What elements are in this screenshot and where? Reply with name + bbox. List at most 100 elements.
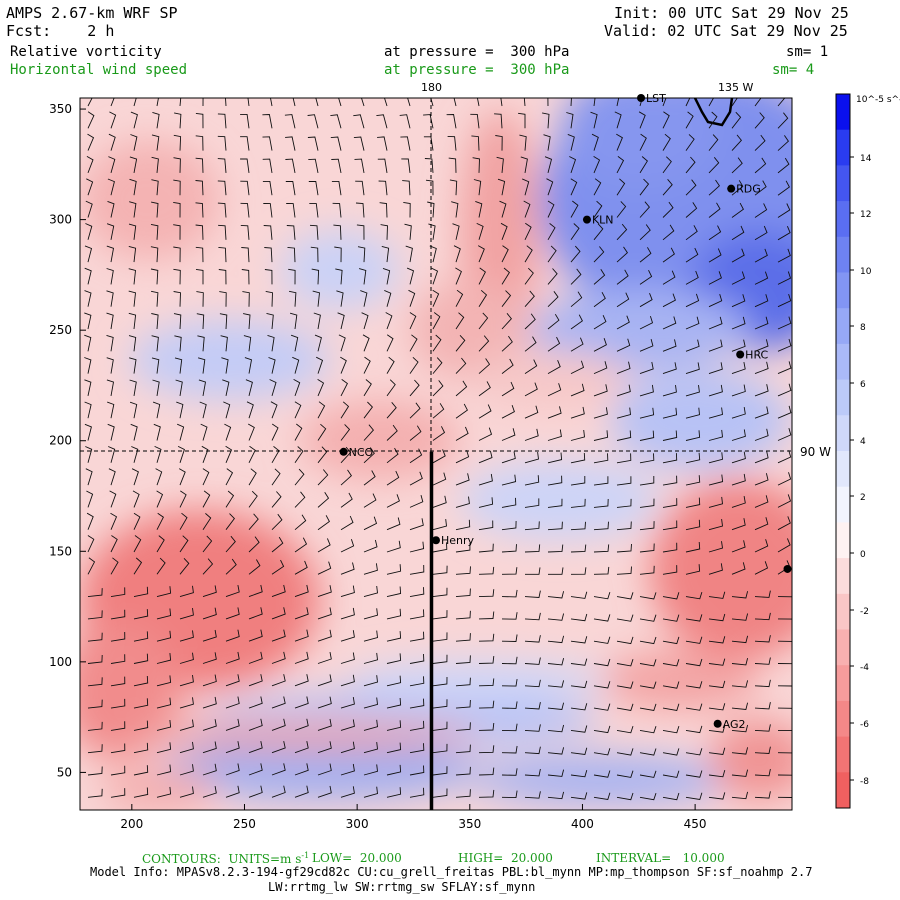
wind-barb [478, 611, 495, 620]
wind-barb [478, 267, 486, 285]
colorbar-segment [836, 736, 850, 773]
wind-barb [570, 498, 586, 508]
wind-barb [218, 246, 227, 263]
wind-barb [777, 538, 791, 553]
contours-low: LOW= 20.000 [312, 851, 402, 865]
colorbar-segment [836, 700, 850, 738]
field2-level: at pressure = 300 hPa [384, 62, 570, 78]
wind-barb [363, 447, 375, 464]
wind-barb [708, 316, 723, 330]
wind-barb [685, 725, 703, 734]
wind-barb [340, 446, 352, 464]
wind-barb [777, 135, 789, 151]
wind-barb [128, 223, 137, 240]
wind-barb [472, 157, 480, 173]
wind-barb [177, 445, 185, 463]
wind-barb [177, 423, 185, 441]
wind-barb [225, 513, 235, 530]
wind-barb [708, 792, 726, 800]
wind-barb [685, 452, 701, 464]
wind-barb [294, 468, 305, 486]
wind-barb [639, 178, 650, 196]
wind-barb [547, 383, 562, 397]
wind-barb [179, 535, 189, 553]
wind-barb [754, 157, 767, 174]
wind-barb [202, 513, 212, 530]
wind-barb [593, 223, 604, 241]
wind-barb [108, 156, 116, 174]
wind-barb [501, 790, 518, 799]
wind-barb [386, 787, 402, 798]
wind-barb [179, 764, 194, 776]
wind-barb [478, 745, 495, 754]
wind-barb [432, 654, 448, 664]
wind-barb [708, 541, 724, 553]
wind-barb [616, 453, 632, 464]
wind-barb [87, 535, 95, 553]
wind-barb [386, 564, 402, 575]
wind-barb [363, 539, 378, 553]
wind-barb [731, 134, 742, 151]
wind-barb [639, 703, 657, 712]
wind-barb [130, 423, 138, 441]
wind-barb [156, 653, 172, 664]
wind-barb [87, 788, 103, 798]
wind-barb [317, 696, 332, 709]
wind-barb [294, 584, 309, 598]
wind-barb [248, 536, 260, 553]
y-tick-label: 300 [49, 213, 72, 227]
wind-barb [754, 450, 769, 464]
wind-barb [409, 765, 425, 776]
wind-barb [731, 473, 746, 486]
wind-barb [524, 746, 541, 755]
wind-barb [154, 445, 162, 463]
wind-barb [264, 269, 273, 285]
wind-barb [593, 200, 603, 218]
wind-barb [248, 785, 263, 798]
wind-barb [131, 446, 139, 463]
wind-barb [570, 747, 588, 755]
wind-barb [524, 657, 541, 665]
wind-barb [477, 245, 485, 263]
wind-barb [754, 384, 769, 397]
wind-barb [312, 290, 320, 307]
wind-barb [386, 470, 400, 486]
wind-barb [294, 560, 308, 575]
wind-barb [754, 134, 766, 151]
wind-barb [478, 335, 490, 352]
wind-barb [197, 357, 206, 374]
wind-barb [156, 98, 159, 107]
wind-barb [176, 401, 184, 419]
wind-barb [338, 98, 342, 107]
wind-barb [128, 245, 137, 263]
wind-barb [195, 135, 204, 151]
wind-barb [754, 271, 769, 285]
wind-barb [271, 559, 285, 575]
wind-barb [547, 791, 565, 800]
wind-barb [243, 313, 251, 330]
wind-barb [363, 563, 378, 575]
wind-barb [731, 362, 746, 375]
wind-barb [478, 767, 495, 776]
wind-barb [217, 180, 227, 196]
wind-barb [524, 498, 540, 508]
wind-barb [432, 472, 447, 486]
wind-barb [452, 223, 460, 240]
wind-barb [133, 98, 137, 107]
wind-barb [86, 512, 94, 530]
wind-barb [240, 180, 250, 196]
wind-barb [708, 384, 723, 397]
wind-barb [174, 335, 182, 352]
wind-barb [616, 178, 626, 196]
wind-barb [478, 520, 494, 531]
wind-barb [593, 658, 611, 667]
wind-barb [386, 447, 399, 464]
wind-barb [294, 629, 309, 642]
wind-barb [156, 512, 164, 530]
wind-barb [432, 766, 448, 776]
wind-barb [129, 357, 137, 374]
wind-barb [179, 674, 194, 687]
wind-barb [408, 289, 416, 307]
wind-barb [240, 202, 250, 218]
wind-barb [271, 584, 286, 598]
